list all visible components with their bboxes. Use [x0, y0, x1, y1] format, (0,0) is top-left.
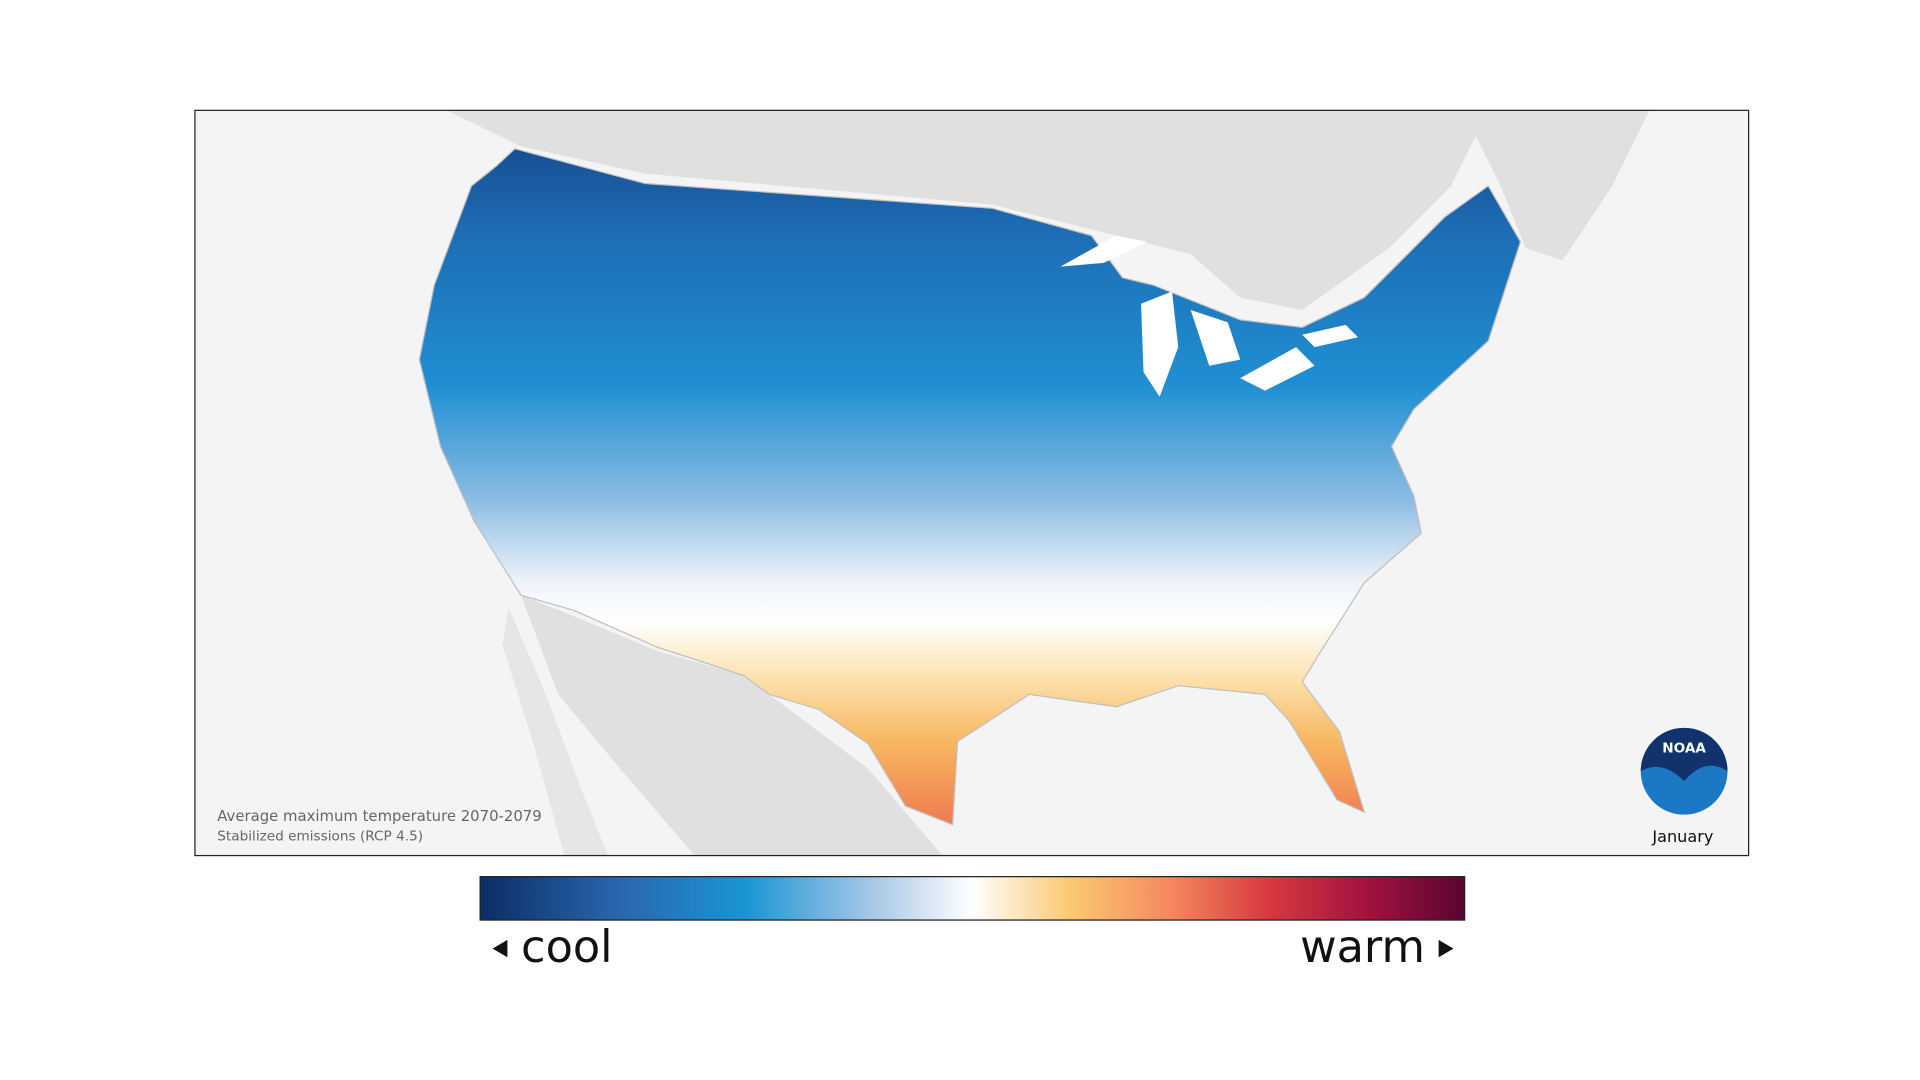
month-label: January	[1651, 827, 1714, 846]
caption-line: Stabilized emissions (RCP 4.5)	[217, 829, 423, 845]
legend-high: warm	[1300, 921, 1425, 973]
color-bar	[479, 876, 1466, 921]
logo-text: NOAA	[1662, 741, 1706, 757]
canada	[446, 110, 1489, 310]
land	[446, 110, 1650, 856]
baja	[502, 607, 608, 856]
noaa-logo: NOAA	[1640, 727, 1728, 815]
caption-line: Average maximum temperature 2070-2079	[217, 807, 541, 825]
map-frame	[194, 109, 1750, 857]
arrow-left	[492, 939, 508, 958]
maritimes	[1463, 110, 1650, 261]
legend-low: cool	[521, 921, 613, 973]
temperature-surface	[418, 148, 1522, 826]
mexico	[521, 595, 943, 856]
great-lakes	[1060, 235, 1359, 397]
arrow-right	[1438, 939, 1454, 958]
